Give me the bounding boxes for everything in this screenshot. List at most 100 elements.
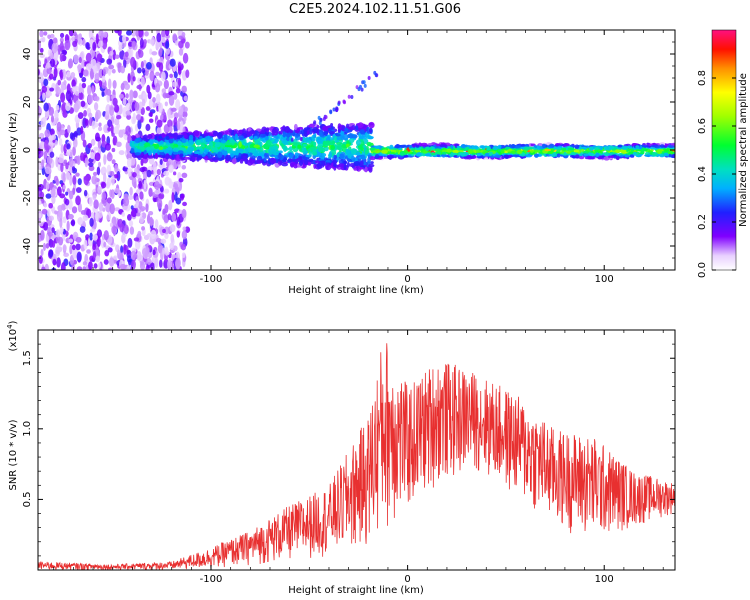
heatmap-cell [62,216,67,224]
snr-x-tick-label: 0 [404,574,410,585]
heatmap-cell [363,136,368,140]
heatmap-cell [135,114,142,121]
heatmap-cell [38,183,44,191]
heatmap-cell [97,40,104,48]
heatmap-cell [57,204,63,212]
heatmap-cell [408,144,413,149]
heatmap-cell [139,206,146,212]
heatmap-cell [659,144,665,148]
heatmap-cell [68,30,74,37]
heatmap-cell [94,72,100,83]
heatmap-cell [160,30,166,38]
heatmap-cell [103,31,108,38]
heatmap-cell [134,152,141,156]
heatmap-cell [121,212,126,217]
spectrogram-y-tick-label: 40 [22,48,33,61]
heatmap-cell [54,210,58,215]
heatmap-cell [331,141,335,145]
heatmap-cell [551,152,557,158]
heatmap-cell [140,60,144,69]
heatmap-cell [179,153,184,157]
heatmap-cell [282,139,289,145]
heatmap-cell [296,128,301,132]
heatmap-cell [144,74,150,79]
heatmap-cell [562,147,567,151]
heatmap-cell [72,31,77,37]
heatmap-cell [408,151,412,154]
snr-y-tick-label: 1.0 [22,421,33,437]
heatmap-cell [215,142,221,148]
heatmap-cell [101,181,107,189]
spectrogram-x-tick-label: 0 [404,274,410,285]
heatmap-cell [242,155,247,161]
heatmap-cell [650,144,657,148]
heatmap-cell [113,174,119,179]
heatmap-cell [260,133,267,138]
heatmap-cell [211,157,219,161]
heatmap-cell [143,179,147,190]
heatmap-cell [164,30,170,37]
heatmap-cell [446,148,452,153]
snr-y-tick-label: 0.5 [22,491,33,507]
heatmap-cell [68,238,74,243]
heatmap-cell [314,160,321,164]
heatmap-cell [143,149,147,154]
heatmap-cell [278,130,283,135]
heatmap-cell [92,171,98,176]
heatmap-cell [507,153,514,156]
heatmap-cell [71,206,78,214]
heatmap-cell [39,191,45,199]
heatmap-cell [210,145,214,150]
heatmap-cell [141,226,146,231]
heatmap-cell [224,154,231,162]
heatmap-cell [595,152,600,157]
heatmap-cell [183,116,187,122]
heatmap-cell [58,137,63,146]
heatmap-cell [139,191,144,200]
heatmap-cell [415,145,420,148]
heatmap-cell [294,158,299,164]
heatmap-cell [78,56,82,64]
heatmap-cell [82,261,88,266]
heatmap-cell [128,194,134,201]
heatmap-cell [88,162,94,168]
heatmap-cell [121,34,127,44]
heatmap-cell [217,132,222,136]
heatmap-cell [114,164,119,173]
heatmap-cell [140,107,145,116]
heatmap-cell [82,69,89,77]
heatmap-cell [59,52,64,62]
heatmap-cell [128,258,132,266]
heatmap-cell [196,156,200,162]
heatmap-cell [150,262,155,270]
heatmap-cell [204,132,211,136]
heatmap-cell [148,99,154,109]
heatmap-cell [92,243,96,251]
heatmap-cell [76,266,83,270]
heatmap-cell [230,145,236,149]
heatmap-cell [43,221,49,231]
heatmap-cell [103,154,107,165]
heatmap-cell [614,149,621,153]
spectrogram-x-tick-label: -100 [200,274,223,285]
heatmap-cell [112,225,117,237]
heatmap-cell [135,30,139,37]
heatmap-cell [439,144,447,148]
heatmap-cell [357,166,365,170]
heatmap-cell [336,136,341,141]
heatmap-cell [263,128,269,132]
heatmap-cell [428,147,433,150]
heatmap-cell [138,101,143,110]
heatmap-cell [169,58,176,67]
heatmap-cell [139,141,144,146]
heatmap-cell [310,146,316,151]
heatmap-cell [93,96,100,101]
heatmap-cell [578,156,585,160]
heatmap-cell [416,152,422,157]
heatmap-cell [366,141,372,147]
heatmap-cell [213,147,218,151]
heatmap-cell [164,232,169,240]
heatmap-cell [107,119,113,128]
heatmap-cell [325,159,331,163]
heatmap-cell [53,67,58,79]
